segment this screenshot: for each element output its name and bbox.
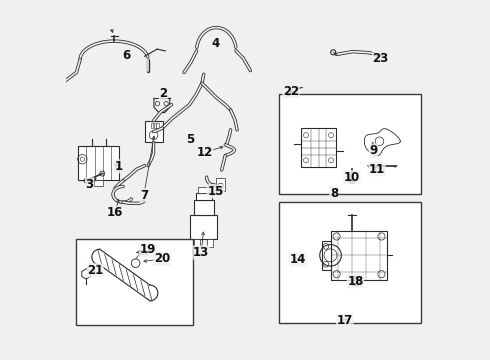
Text: 13: 13 <box>193 246 209 259</box>
Text: 22: 22 <box>283 85 299 98</box>
Text: 15: 15 <box>207 185 224 198</box>
Bar <box>198 187 209 193</box>
Bar <box>331 231 387 279</box>
Text: 12: 12 <box>196 145 213 158</box>
Text: 17: 17 <box>337 314 353 327</box>
Bar <box>145 121 163 142</box>
Bar <box>196 193 212 201</box>
Bar <box>279 94 421 194</box>
Text: 23: 23 <box>372 52 389 65</box>
Bar <box>301 128 336 167</box>
Bar <box>156 123 159 128</box>
Text: 1: 1 <box>115 160 123 173</box>
Bar <box>322 241 331 270</box>
Bar <box>153 123 156 128</box>
Bar <box>139 250 147 254</box>
Bar <box>207 239 213 247</box>
Bar <box>216 178 225 191</box>
Text: 5: 5 <box>186 133 195 146</box>
Text: 10: 10 <box>344 171 360 184</box>
Text: 3: 3 <box>86 178 94 191</box>
Bar <box>195 239 200 247</box>
Text: 11: 11 <box>369 163 385 176</box>
Text: 7: 7 <box>140 189 148 202</box>
Text: 16: 16 <box>107 207 123 220</box>
Bar <box>76 239 193 325</box>
Text: 14: 14 <box>290 253 306 266</box>
Bar <box>190 215 218 239</box>
Text: 4: 4 <box>212 37 220 50</box>
Bar <box>151 123 153 128</box>
Text: 20: 20 <box>154 252 170 265</box>
Text: 2: 2 <box>159 87 167 100</box>
Circle shape <box>350 179 353 182</box>
Text: 9: 9 <box>369 144 377 157</box>
Bar <box>279 202 421 323</box>
Text: 21: 21 <box>87 264 103 277</box>
Text: 8: 8 <box>330 187 338 200</box>
Text: 6: 6 <box>122 49 130 62</box>
Bar <box>194 201 214 215</box>
Text: 19: 19 <box>139 243 156 256</box>
Bar <box>95 180 103 186</box>
Text: 18: 18 <box>347 275 364 288</box>
Bar <box>78 146 119 180</box>
